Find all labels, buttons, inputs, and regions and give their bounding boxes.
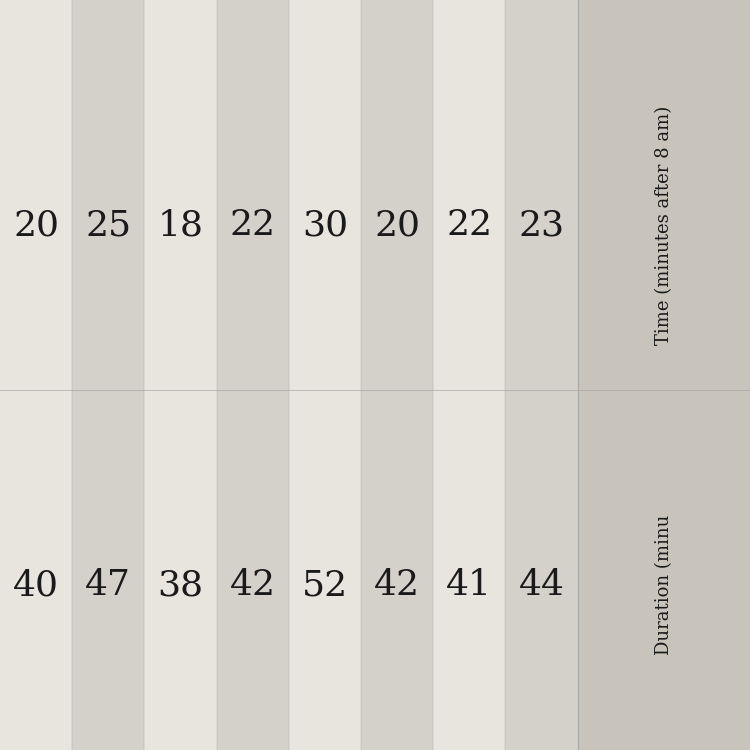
Bar [72,0,144,750]
Text: 42: 42 [230,568,276,602]
Text: 25: 25 [86,208,131,242]
Bar [506,0,578,750]
Bar [361,0,434,750]
Text: 23: 23 [518,208,565,242]
Text: 40: 40 [13,568,59,602]
Bar [578,0,750,750]
Text: Time (minutes after 8 am): Time (minutes after 8 am) [655,106,673,345]
Bar [144,0,217,750]
Bar [433,0,506,750]
Text: 41: 41 [446,568,492,602]
Text: 52: 52 [302,568,348,602]
Text: 42: 42 [374,568,420,602]
Bar [289,0,361,750]
Text: 20: 20 [374,208,420,242]
Text: Duration (minu: Duration (minu [655,514,673,656]
Text: 47: 47 [86,568,131,602]
Text: 44: 44 [518,568,565,602]
Bar [217,0,289,750]
Text: 20: 20 [13,208,59,242]
Bar [0,0,72,750]
Text: 30: 30 [302,208,348,242]
Text: 38: 38 [158,568,203,602]
Text: 18: 18 [158,208,203,242]
Text: 22: 22 [230,208,276,242]
Text: 22: 22 [446,208,492,242]
